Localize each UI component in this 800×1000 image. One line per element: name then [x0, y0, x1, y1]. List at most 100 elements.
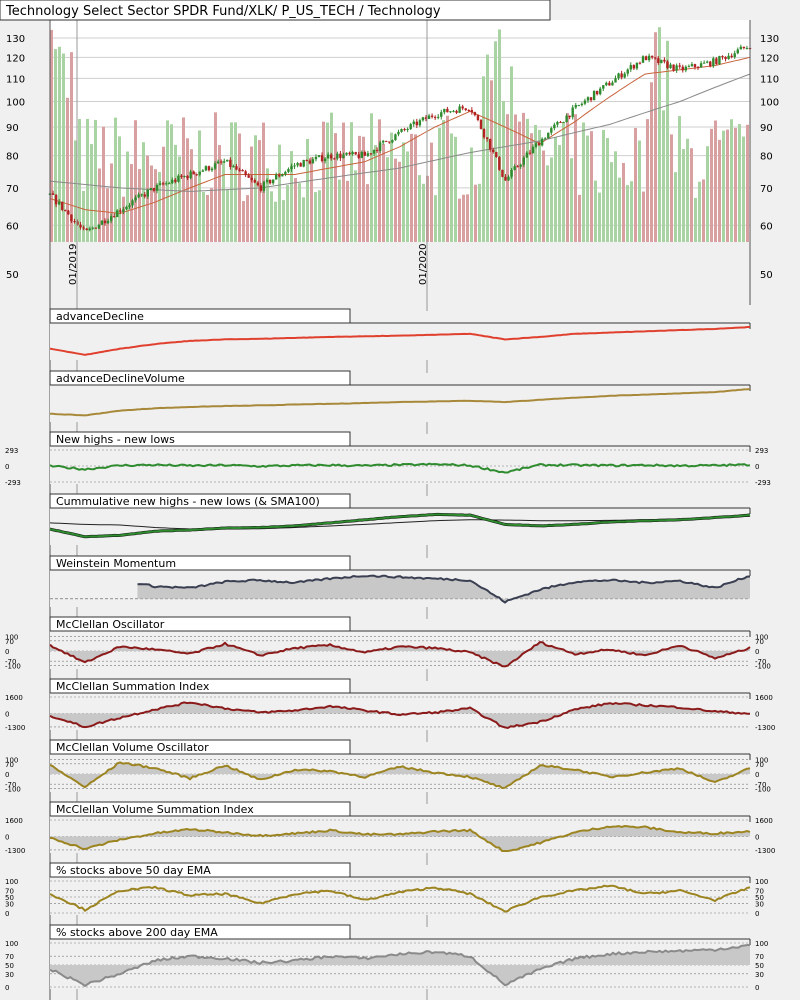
volume-bar [90, 144, 93, 242]
volume-bar [654, 32, 657, 242]
volume-bar [714, 120, 717, 242]
volume-bar [498, 29, 501, 242]
candle-body [427, 115, 431, 120]
candle-body [161, 183, 165, 185]
indicator-tick-label-right: -293 [755, 479, 771, 487]
candle-body [323, 158, 327, 162]
indicator-line [49, 513, 751, 538]
candle-body [693, 64, 697, 68]
indicator-tick-label-left: 1600 [5, 694, 23, 702]
candle-body [669, 64, 672, 69]
price-tick-label-left: 130 [6, 34, 25, 45]
volume-bar [70, 52, 73, 242]
candle-body [550, 128, 553, 133]
indicator-tick-label-right: 0 [755, 463, 759, 471]
title-box [0, 0, 551, 21]
candle-body [186, 176, 189, 179]
volume-bar [338, 179, 341, 242]
indicator-tick-label-left: -293 [5, 479, 21, 487]
volume-bar [570, 158, 573, 242]
price-tick-label-left: 90 [6, 123, 19, 134]
candle-body [687, 66, 691, 68]
candle-body [134, 197, 137, 201]
candle-body [736, 49, 739, 54]
candle-body [195, 174, 198, 176]
volume-bar [546, 165, 549, 242]
candle-body [706, 61, 709, 63]
candle-body [718, 56, 721, 65]
volume-bar [602, 129, 605, 242]
volume-bar [166, 120, 169, 242]
volume-bar [158, 172, 161, 242]
candle-body [681, 66, 684, 71]
candle-body [293, 165, 296, 167]
candle-body [699, 63, 703, 68]
candle-body [256, 182, 260, 186]
volume-bar [462, 194, 465, 242]
candle-body [461, 106, 464, 109]
candle-body [174, 179, 177, 182]
indicator-title: Cummulative new highs - new lows (& SMA1… [56, 495, 320, 508]
indicator-tick-label-left: 0 [5, 771, 9, 779]
volume-bar [290, 151, 293, 242]
indicator-tick-label-right: 30 [755, 900, 764, 908]
candle-body [180, 175, 183, 177]
price-tick-label-right: 70 [760, 184, 773, 195]
volume-bar [222, 160, 225, 242]
candle-body [388, 141, 391, 143]
volume-bar [694, 197, 697, 242]
volume-bar [542, 150, 545, 242]
volume-bar [490, 80, 493, 243]
candle-body [528, 152, 532, 154]
candle-body [449, 111, 452, 113]
volume-bar [226, 189, 229, 242]
volume-bar [386, 157, 389, 242]
volume-bar [374, 145, 377, 242]
candle-body [128, 205, 131, 207]
indicator-tick-label-right: -1300 [755, 847, 775, 855]
volume-bar [354, 170, 357, 242]
candle-body [430, 115, 434, 117]
candle-body [97, 224, 101, 229]
x-tick-label: 01/2020 [418, 243, 429, 285]
price-tick-label-right: 90 [760, 123, 773, 134]
volume-bar [378, 119, 381, 242]
candle-body [608, 82, 611, 86]
candle-body [715, 58, 718, 65]
candle-body [641, 56, 645, 63]
indicator-tick-label-left: -1300 [5, 724, 25, 732]
volume-bar [126, 151, 129, 242]
volume-bar [686, 138, 689, 242]
candle-body [213, 163, 217, 169]
candle-body [109, 216, 113, 221]
indicator-title-box [49, 616, 351, 632]
candle-body [229, 159, 232, 167]
volume-bar [362, 136, 365, 242]
volume-bar [534, 125, 537, 242]
volume-bar [622, 162, 625, 242]
indicator-tick-label-left: 50 [5, 962, 14, 970]
candle-body [742, 46, 746, 49]
indicator-panel: New highs - new lows 293 293 0 0 -293 -293 [5, 431, 771, 487]
candle-body [739, 46, 743, 50]
volume-bar [458, 198, 461, 242]
price-tick-label-right: 80 [760, 152, 773, 163]
candle-body [565, 115, 568, 122]
candle-body [339, 153, 342, 159]
indicator-panel: advanceDecline [49, 308, 751, 360]
candle-body [164, 183, 168, 185]
candle-body [709, 61, 712, 67]
volume-bar [314, 192, 317, 242]
candle-body [207, 166, 211, 171]
volume-bar [62, 53, 65, 242]
indicator-area-fill [50, 642, 750, 667]
candle-body [730, 55, 733, 58]
price-gridlines [50, 37, 750, 226]
volume-bar [746, 124, 749, 242]
volume-bar [182, 117, 185, 242]
candle-body [168, 183, 171, 185]
candle-body [271, 179, 275, 184]
price-tick-label-right: 50 [760, 270, 773, 281]
candle-body [418, 120, 422, 126]
